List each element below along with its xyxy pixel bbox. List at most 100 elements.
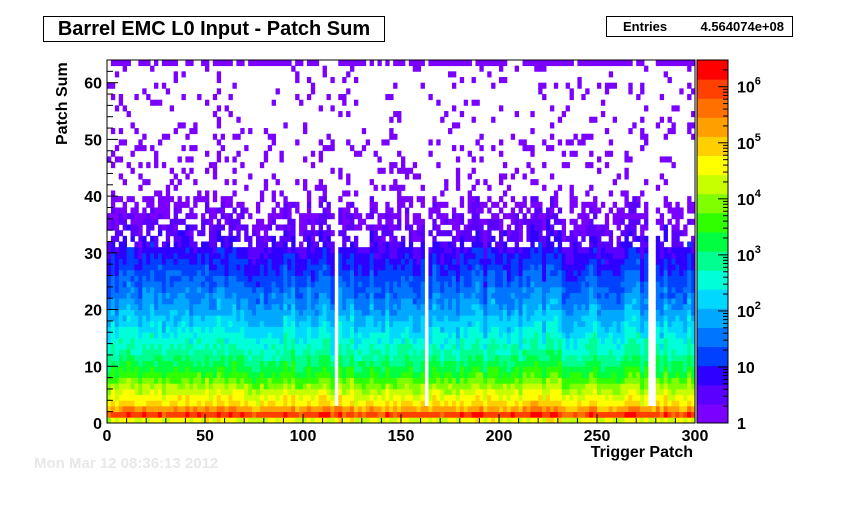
heatmap-cell — [205, 218, 210, 225]
heatmap-cell — [467, 264, 472, 271]
heatmap-cell — [432, 247, 437, 254]
heatmap-cell — [346, 292, 351, 299]
heatmap-cell — [212, 405, 218, 413]
heatmap-cell — [130, 383, 135, 390]
heatmap-cell — [130, 298, 135, 305]
heatmap-cell — [491, 298, 496, 305]
heatmap-cell — [228, 411, 233, 418]
heatmap-cell — [322, 405, 327, 413]
heatmap-cell — [107, 82, 112, 89]
heatmap-cell — [252, 400, 257, 407]
heatmap-cell — [573, 247, 578, 254]
heatmap-cell — [432, 196, 437, 203]
heatmap-cell — [549, 264, 555, 271]
heatmap-cell — [428, 269, 433, 276]
heatmap-cell — [122, 179, 127, 186]
heatmap-cell — [357, 388, 363, 396]
heatmap-cell — [291, 405, 296, 413]
heatmap-cell — [173, 400, 178, 407]
heatmap-cell — [557, 303, 563, 310]
heatmap-cell — [263, 320, 269, 327]
heatmap-cell — [408, 269, 414, 276]
heatmap-cell — [279, 360, 284, 367]
heatmap-cell — [350, 247, 355, 254]
heatmap-cell — [353, 371, 359, 379]
heatmap-cell — [236, 264, 241, 271]
heatmap-cell — [122, 315, 127, 322]
heatmap-cell — [518, 337, 523, 344]
heatmap-cell — [122, 105, 127, 112]
heatmap-cell — [593, 337, 598, 344]
heatmap-cell — [561, 337, 567, 344]
heatmap-cell — [373, 241, 378, 248]
heatmap-cell — [432, 224, 437, 231]
heatmap-cell — [244, 275, 249, 282]
heatmap-cell — [310, 258, 316, 265]
heatmap-cell — [353, 383, 359, 390]
heatmap-cell — [142, 247, 147, 254]
heatmap-cell — [138, 349, 143, 356]
heatmap-cell — [577, 247, 582, 254]
heatmap-cell — [212, 383, 218, 390]
heatmap-cell — [479, 298, 484, 305]
heatmap-cell — [377, 320, 382, 327]
heatmap-cell — [397, 303, 402, 310]
heatmap-cell — [573, 337, 578, 344]
heatmap-cell — [350, 377, 355, 384]
heatmap-cell — [224, 309, 229, 316]
heatmap-cell — [236, 349, 241, 356]
heatmap-cell — [557, 269, 563, 276]
heatmap-cell — [255, 275, 261, 282]
heatmap-cell — [381, 309, 386, 316]
heatmap-cell — [240, 275, 245, 282]
heatmap-cell — [385, 360, 390, 367]
heatmap-cell — [353, 99, 359, 106]
heatmap-cell — [451, 326, 457, 333]
heatmap-cell — [303, 360, 308, 367]
heatmap-cell — [114, 286, 120, 293]
heatmap-cell — [267, 286, 273, 293]
heatmap-cell — [593, 371, 598, 379]
heatmap-cell — [353, 343, 359, 350]
heatmap-cell — [593, 417, 598, 424]
heatmap-cell — [154, 264, 159, 271]
heatmap-cell — [389, 207, 394, 214]
heatmap-cell — [275, 320, 280, 327]
heatmap-cell — [561, 275, 567, 282]
heatmap-cell — [138, 139, 143, 146]
heatmap-cell — [350, 349, 355, 356]
heatmap-cell — [428, 264, 433, 271]
heatmap-cell — [110, 298, 116, 305]
heatmap-cell — [569, 303, 574, 310]
heatmap-cell — [134, 128, 139, 135]
heatmap-cell — [295, 207, 300, 214]
heatmap-cell — [107, 298, 112, 305]
heatmap-cell — [126, 332, 131, 339]
heatmap-cell — [471, 275, 476, 282]
heatmap-cell — [389, 162, 394, 169]
heatmap-cell — [401, 377, 406, 384]
heatmap-cell — [150, 320, 155, 327]
heatmap-cell — [122, 354, 127, 362]
heatmap-cell — [232, 82, 237, 89]
heatmap-cell — [322, 332, 327, 339]
heatmap-cell — [310, 383, 316, 390]
heatmap-cell — [393, 275, 398, 282]
heatmap-cell — [122, 281, 127, 288]
heatmap-cell — [295, 326, 300, 333]
heatmap-cell — [303, 343, 308, 350]
heatmap-cell — [267, 377, 273, 384]
heatmap-cell — [514, 394, 519, 401]
heatmap-cell — [373, 394, 378, 401]
heatmap-cell — [350, 201, 355, 208]
heatmap-cell — [408, 349, 414, 356]
heatmap-cell — [522, 269, 527, 276]
heatmap-cell — [279, 354, 284, 362]
heatmap-cell — [122, 343, 127, 350]
heatmap-cell — [314, 417, 320, 424]
heatmap-cell — [197, 298, 202, 305]
heatmap-cell — [330, 320, 335, 327]
heatmap-cell — [122, 320, 127, 327]
heatmap-cell — [444, 60, 449, 67]
heatmap-cell — [569, 400, 574, 407]
